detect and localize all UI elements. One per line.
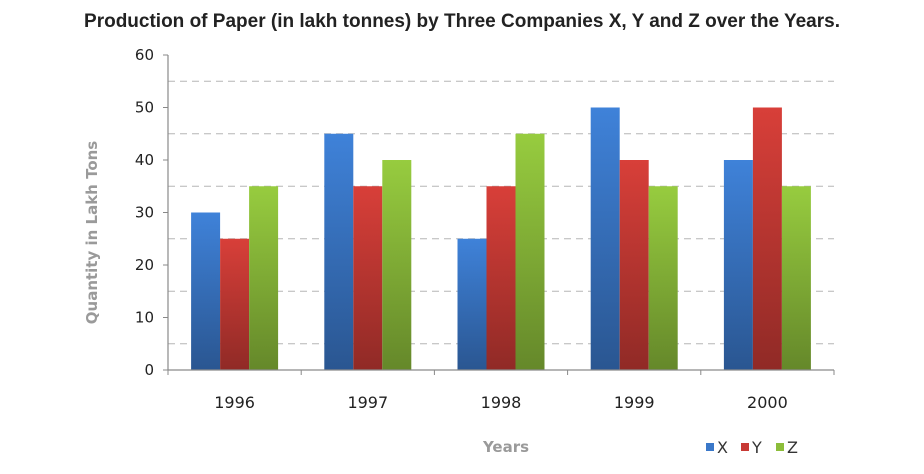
- bar-Y-1997: [353, 186, 383, 370]
- legend-label-Z: Z: [787, 438, 798, 457]
- axes: [163, 54, 835, 375]
- bar-Z-2000: [781, 186, 811, 370]
- legend-swatch-Y: [741, 443, 749, 451]
- y-tick-label: 60: [135, 46, 154, 64]
- x-tick-label: 1999: [614, 393, 655, 412]
- y-axis-title: Quantity in Lakh Tons: [83, 141, 101, 325]
- bar-Y-1996: [220, 238, 250, 370]
- legend-label-X: X: [717, 438, 728, 457]
- bar-X-1999: [590, 107, 620, 370]
- bar-X-1996: [191, 212, 221, 370]
- bar-Y-1999: [619, 160, 649, 370]
- y-tick-label: 20: [135, 256, 154, 274]
- y-tick-label: 40: [135, 151, 154, 169]
- bar-X-1998: [457, 238, 487, 370]
- chart-title: Production of Paper (in lakh tonnes) by …: [84, 11, 840, 32]
- bar-Z-1998: [515, 133, 545, 370]
- x-tick-label: 2000: [747, 393, 788, 412]
- legend-label-Y: Y: [751, 438, 762, 457]
- y-tick-label: 10: [135, 309, 154, 327]
- y-tick-label: 30: [135, 204, 154, 222]
- bar-Z-1996: [249, 186, 279, 370]
- bars: [191, 107, 811, 370]
- bar-Z-1999: [648, 186, 678, 370]
- bar-Z-1997: [382, 160, 412, 370]
- gridlines: [168, 80, 834, 345]
- legend-swatch-X: [706, 443, 714, 451]
- legend: X Y Z: [706, 438, 798, 457]
- y-tick-label: 50: [135, 99, 154, 117]
- x-tick-label: 1997: [347, 393, 388, 412]
- bar-Y-2000: [752, 107, 782, 370]
- y-tick-label: 0: [144, 361, 154, 379]
- bar-X-1997: [324, 133, 354, 370]
- bar-X-2000: [723, 160, 753, 370]
- bar-Y-1998: [486, 186, 516, 370]
- x-axis-title: Years: [482, 438, 529, 456]
- x-tick-label: 1996: [214, 393, 255, 412]
- legend-swatch-Z: [776, 443, 784, 451]
- x-tick-label: 1998: [481, 393, 522, 412]
- labels: 1996 1997 1998 1999 2000 0 10 20 30 40 50 60 Quantit…: [83, 46, 788, 456]
